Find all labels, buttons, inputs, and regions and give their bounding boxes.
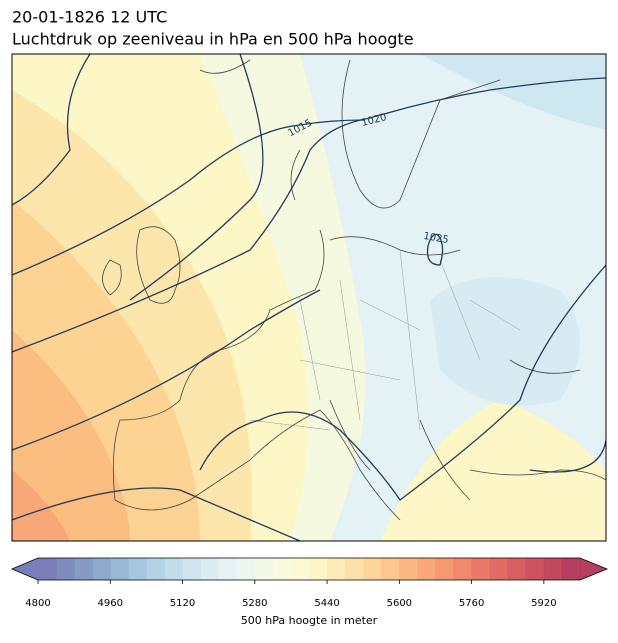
colorbar-tick-label: 5920 [531,598,556,609]
colorbar-segment [561,558,581,580]
map-frame [11,53,607,542]
subtitle: Luchtdruk op zeeniveau in hPa en 500 hPa… [12,30,414,49]
height-field [380,400,606,541]
colorbar-segment [417,558,436,580]
height-field [420,54,606,130]
isobar [12,487,301,541]
colorbar-segment [164,558,183,580]
colorbar-segment [309,558,328,580]
colorbar-segment [345,558,364,580]
colorbar-segment [363,558,382,580]
isobar [199,264,606,501]
colorbar-segment [200,558,220,580]
colorbar-segment [92,558,111,580]
colorbar-segment [290,558,310,580]
colorbar: 4800 4960 5120 5280 5440 5600 5760 5920 [10,557,609,609]
colorbar-extend [12,558,38,580]
isobar [12,77,606,353]
colorbar-segment [453,558,472,580]
colorbar-segment [218,558,238,580]
colorbar-segment [146,558,165,580]
height-field [12,330,130,541]
colorbar-segment [399,558,418,580]
height-field [430,277,580,406]
colorbar-segment [272,558,292,580]
colorbar-segment [74,558,93,580]
colorbar-segment [543,558,563,580]
map: 1015 1020 1025 [12,54,606,541]
isobar [12,289,321,451]
colorbar-segment [435,558,454,580]
isobar [529,439,606,473]
isobar [426,233,444,266]
colorbar-tick-label: 5280 [242,598,267,609]
colorbar-label: 500 hPa hoogte in meter [241,614,378,627]
colorbar-extend [580,558,607,580]
colorbar-segment [381,558,400,580]
colorbar-segment [110,558,129,580]
isobar-label: 1025 [422,231,449,246]
colorbar-tick-label: 5440 [314,598,339,609]
colorbar-tick-label: 5760 [459,598,484,609]
colorbar-segment [471,558,491,580]
colorbar-segment [38,558,57,580]
isobar [12,54,91,206]
border [249,249,521,431]
colorbar-tick-label: 5120 [170,598,195,609]
colorbar-segment [254,558,274,580]
colorbar-segment [236,558,256,580]
colorbar-tick-label: 4800 [25,598,50,609]
isobar [12,119,366,276]
colorbar-segment [489,558,509,580]
coastline [102,59,606,521]
colorbar-segment [327,558,346,580]
isobar [129,54,264,301]
colorbar-segment [507,558,527,580]
height-field [12,470,70,541]
colorbar-tick-label: 4960 [98,598,123,609]
colorbar-segment [525,558,545,580]
colorbar-segment [182,558,201,580]
colorbar-tick-label: 5600 [387,598,412,609]
colorbar-segment [56,558,75,580]
title: 20-01-1826 12 UTC [12,8,167,27]
colorbar-segment [128,558,147,580]
